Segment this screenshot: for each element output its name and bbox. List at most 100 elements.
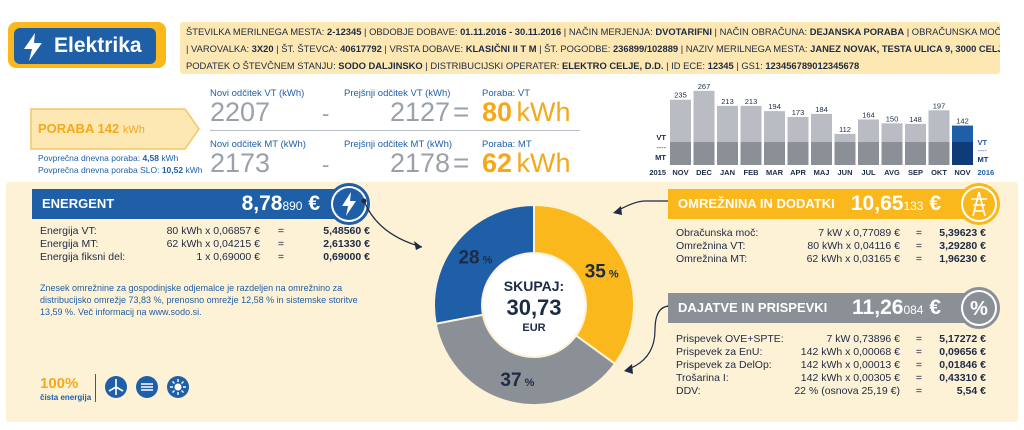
dajatve-row-value: 5,17272 € xyxy=(939,333,986,345)
bar-vt xyxy=(717,105,738,142)
mt-use-unit: kWh xyxy=(516,148,571,178)
energent-row: Energija fiksni del: 1 x 0,69000 € = 0,6900… xyxy=(40,251,370,264)
month-label: MAR xyxy=(766,168,784,177)
energent-row-eq: = xyxy=(277,238,284,250)
month-label: JUL xyxy=(861,168,876,177)
dajatve-row: Prispevek OVE+SPTE: 7 kW 0,73896 € = 5,1727… xyxy=(676,333,990,346)
mt-prev-value: 2178 xyxy=(390,148,451,178)
dajatve-row-label: Prispevek za EnU: xyxy=(676,346,763,358)
vt-use-label: Poraba: VT xyxy=(482,88,531,99)
bar-mt xyxy=(811,142,832,165)
energent-note: Znesek omrežnine za gospodinjske odjemal… xyxy=(40,283,358,317)
omreznina-row-eq: = xyxy=(915,227,922,239)
year-end-label: 2016 xyxy=(978,168,995,177)
dajatve-row-label: Prispevek za DelOp: xyxy=(676,359,772,371)
poraba-unit: kWh xyxy=(122,124,145,136)
bar-mt xyxy=(787,142,809,165)
donut-label-pct: % xyxy=(522,377,535,389)
energent-row-eq: = xyxy=(277,225,284,237)
clean-divider xyxy=(95,374,96,402)
omreznina-amount-small: 133 xyxy=(903,199,924,213)
bar-value-label: 148 xyxy=(909,115,922,124)
month-label: JUN xyxy=(837,168,852,177)
dajatve-row-value: 0,09656 € xyxy=(939,346,986,358)
bar-mt xyxy=(858,142,879,165)
dajatve-amount-main: 11,26 xyxy=(852,296,904,319)
bar-vt xyxy=(834,133,856,142)
omreznina-arrow xyxy=(613,198,674,215)
bar-mt xyxy=(928,142,950,165)
legend-mt-left: MT xyxy=(655,153,666,162)
monthly-consumption-chart: 235 NOV 267 DEC 213 JAN 213 FEB 194 MAR 173 APR 184 M… xyxy=(649,82,995,177)
dajatve-row-label: DDV: xyxy=(676,385,701,397)
vt-use-unit: kWh xyxy=(516,97,571,127)
mt-use: 62 kWh xyxy=(482,148,571,179)
dajatve-row-eq: = xyxy=(915,359,922,371)
omreznina-amount: 10,65133 € xyxy=(851,189,941,221)
bar-mt xyxy=(670,142,691,165)
legend-sep-left: ---- xyxy=(657,145,667,152)
energent-row-value: 2,61330 € xyxy=(323,238,370,250)
month-label: OKT xyxy=(931,168,947,177)
bar-value-label: 184 xyxy=(815,105,828,114)
year-start-label: 2015 xyxy=(649,168,666,177)
omreznina-row-calc: 80 kWh x 0,04116 € xyxy=(807,240,900,252)
dajatve-amount-small: 084 xyxy=(903,303,924,317)
bar-mt xyxy=(693,142,715,165)
mt-dash: - xyxy=(322,152,330,177)
avg-daily-slo-label: Povprečna dnevna poraba SLO: xyxy=(38,165,162,175)
donut-slice-energent xyxy=(433,203,535,325)
bar-value-label: 213 xyxy=(721,97,734,106)
poraba-label: PORABA xyxy=(38,121,94,136)
vt-new-value: 2207 xyxy=(210,97,271,127)
donut-total-value: 30,73 xyxy=(506,295,561,320)
month-label: DEC xyxy=(696,168,712,177)
page-title: Elektrika xyxy=(14,28,156,64)
avg-daily-label: Povprečna dnevna poraba: xyxy=(38,153,143,163)
energent-row-label: Energija VT: xyxy=(40,225,97,237)
month-label: JAN xyxy=(720,168,735,177)
sun-icon xyxy=(167,376,189,398)
poraba-value: 142 xyxy=(97,121,120,136)
dajatve-icon-circle: % xyxy=(958,287,1000,329)
month-label: AVG xyxy=(884,168,900,177)
energent-row-calc: 80 kWh x 0,06857 € xyxy=(166,225,260,237)
clean-energy-label: čista energija xyxy=(40,393,92,402)
dajatve-row-value: 0,01846 € xyxy=(939,359,986,371)
omreznina-row-label: Omrežnina VT: xyxy=(676,240,746,252)
energent-row: Energija MT: 62 kWh x 0,04215 € = 2,61330 € xyxy=(40,238,370,251)
dajatve-row: Prispevek za EnU: 142 kWh x 0,00068 € = 0,0… xyxy=(676,346,990,359)
bar-vt xyxy=(740,105,762,142)
dajatve-row-calc: 142 kWh x 0,00068 € xyxy=(800,346,900,358)
energent-title: ENERGENT xyxy=(42,196,115,211)
energent-row-label: Energija MT: xyxy=(40,238,99,250)
bar-mt xyxy=(740,142,762,165)
bar-value-label: 142 xyxy=(956,117,969,126)
omreznina-row-value: 5,39623 € xyxy=(939,227,986,239)
dajatve-row: DDV: 22 % (osnova 25,19 €) = 5,54 € xyxy=(676,385,990,398)
omreznina-row-eq: = xyxy=(915,253,922,265)
mt-use-value: 62 xyxy=(482,148,513,178)
energent-currency: € xyxy=(308,192,320,215)
dajatve-row: Trošarina I: 142 kWh x 0,00305 € = 0,43310 … xyxy=(676,372,990,385)
donut-center xyxy=(483,254,585,356)
legend-vt-right: VT xyxy=(978,138,988,147)
power-pylon-icon xyxy=(963,188,995,220)
energent-amount: 8,78890 € xyxy=(242,189,320,221)
omreznina-title: OMREŽNINA IN DODATKI xyxy=(678,196,835,211)
dajatve-row-eq: = xyxy=(915,346,922,358)
bar-mt xyxy=(834,142,856,165)
energent-amount-small: 890 xyxy=(282,199,303,213)
bar-value-label: 164 xyxy=(862,110,875,119)
omreznina-currency: € xyxy=(929,192,941,215)
mt-prev-label: Prejšnji odčitek MT (kWh) xyxy=(344,139,453,150)
dajatve-row-value: 0,43310 € xyxy=(939,372,986,384)
bar-mt xyxy=(905,142,926,165)
vt-eq: = xyxy=(453,96,470,127)
bar-value-label: 235 xyxy=(674,91,687,100)
month-label: MAJ xyxy=(814,168,830,177)
dajatve-row-label: Trošarina I: xyxy=(676,372,729,384)
energent-row-value: 0,69000 € xyxy=(323,251,370,263)
vt-use-value: 80 xyxy=(482,97,513,127)
donut-total-label: SKUPAJ: xyxy=(504,278,564,294)
